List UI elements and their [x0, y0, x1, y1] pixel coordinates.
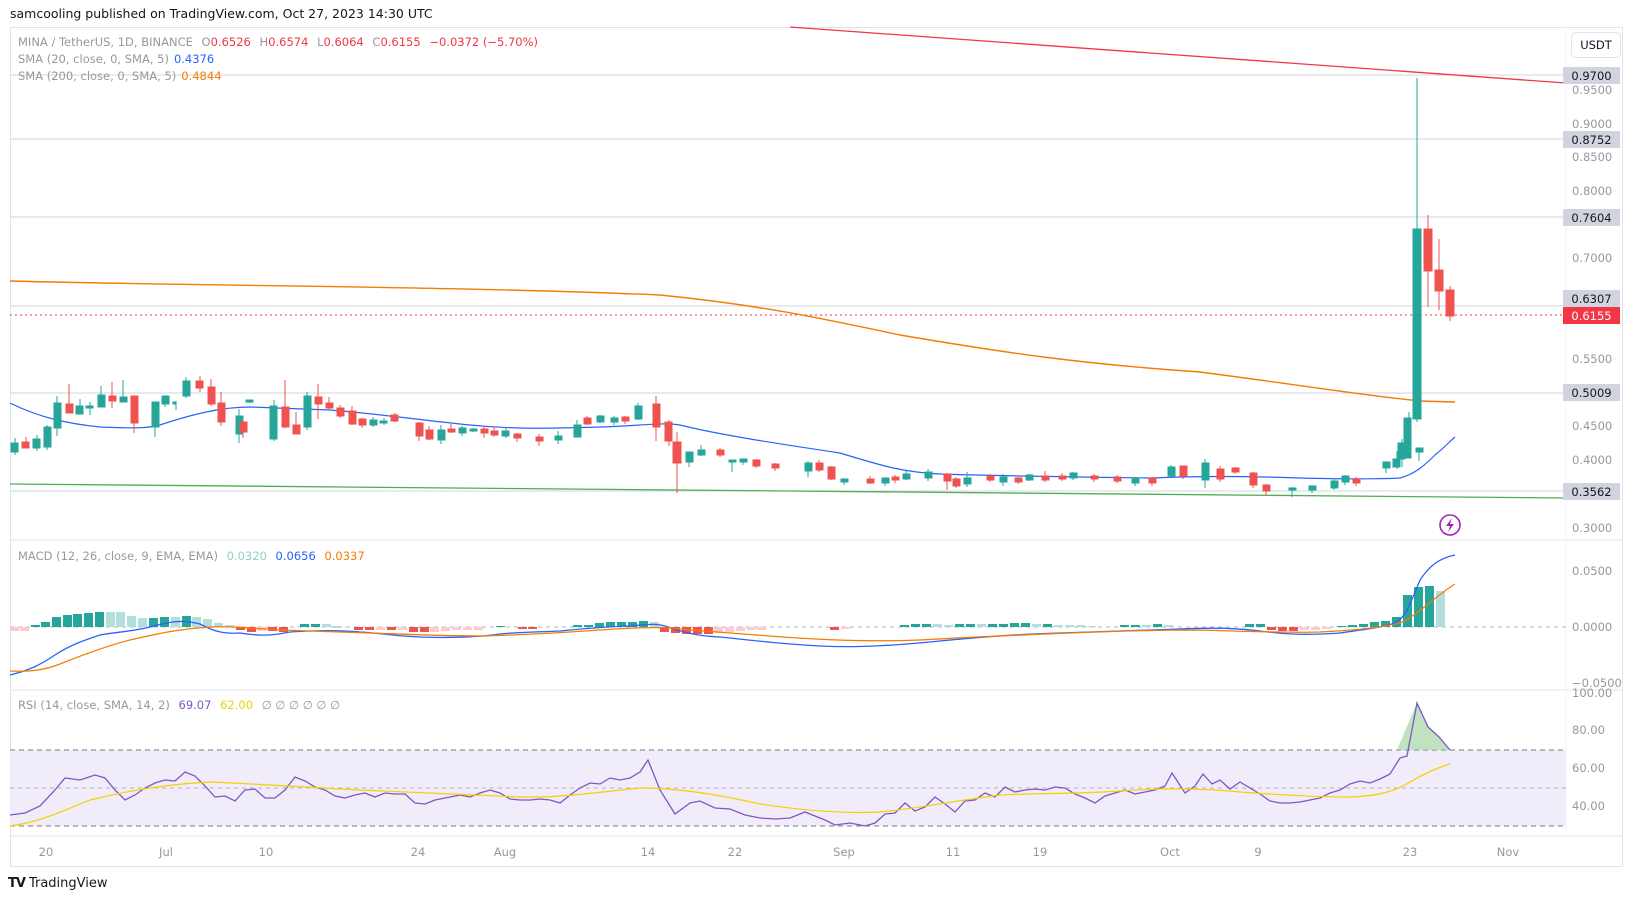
- macd-signal-value: 0.0337: [324, 549, 365, 563]
- level-tag: 0.7604: [1563, 209, 1620, 226]
- level-tag: 0.9700: [1563, 67, 1620, 84]
- close-value: 0.6155: [380, 35, 421, 49]
- time-label: Nov: [1496, 845, 1520, 859]
- rsi-line: [9, 700, 1451, 827]
- change-value: −0.0372 (−5.70%): [429, 35, 539, 49]
- sma200-line: [9, 280, 1456, 403]
- candles: [10, 78, 1455, 497]
- level-tag: 0.6307: [1563, 290, 1620, 307]
- macd-histogram: [10, 586, 1445, 634]
- tv-logo-icon: TV: [8, 876, 26, 891]
- time-label: 19: [1032, 845, 1048, 859]
- macd-line: [9, 554, 1456, 676]
- time-label: Sep: [833, 845, 855, 859]
- rsi-value: 69.07: [178, 698, 212, 712]
- rsi-legend[interactable]: RSI (14, close, SMA, 14, 2) 69.07 62.00 …: [18, 698, 341, 712]
- resistance-trendline: [789, 26, 1567, 84]
- sma200-legend[interactable]: SMA (200, close, 0, SMA, 5) 0.4844: [18, 69, 222, 83]
- time-label: 24: [410, 845, 426, 859]
- sma200-value: 0.4844: [181, 69, 222, 83]
- time-label: 22: [727, 845, 743, 859]
- tradingview-logo[interactable]: TV TradingView: [8, 876, 108, 891]
- main-legend: MINA / TetherUS, 1D, BINANCE O0.6526 H0.…: [18, 35, 539, 49]
- rsi-overbought-fill: [1397, 703, 1450, 750]
- time-label: 14: [640, 845, 656, 859]
- level-tag: 0.5009: [1563, 384, 1620, 401]
- level-tag: 0.8752: [1563, 131, 1620, 148]
- macd-legend[interactable]: MACD (12, 26, close, 9, EMA, EMA) 0.0320…: [18, 549, 365, 563]
- published-header: samcooling published on TradingView.com,…: [10, 6, 433, 21]
- macd-histogram-value: 0.0320: [226, 549, 267, 563]
- current-price-tag: 0.6155: [1563, 307, 1620, 324]
- time-label: 23: [1402, 845, 1418, 859]
- rsi-ma-line: [9, 763, 1451, 827]
- symbol-label[interactable]: MINA / TetherUS, 1D, BINANCE: [18, 35, 193, 49]
- currency-button[interactable]: USDT: [1571, 32, 1621, 58]
- high-value: 0.6574: [268, 35, 309, 49]
- time-label: 20: [38, 845, 54, 859]
- lightning-icon[interactable]: [1439, 514, 1461, 536]
- macd-signal-line: [9, 583, 1456, 672]
- sma20-value: 0.4376: [173, 52, 215, 66]
- low-value: 0.6064: [323, 35, 364, 49]
- rsi-ma-value: 62.00: [220, 698, 254, 712]
- time-label: 11: [945, 845, 961, 859]
- time-label: Aug: [493, 845, 517, 859]
- level-tag: 0.3562: [1563, 483, 1620, 500]
- sma20-legend[interactable]: SMA (20, close, 0, SMA, 5) 0.4376: [18, 52, 215, 66]
- time-label: 10: [258, 845, 274, 859]
- time-label: Jul: [159, 845, 173, 859]
- time-label: Oct: [1160, 845, 1180, 859]
- open-value: 0.6526: [210, 35, 251, 49]
- time-label: 9: [1254, 845, 1262, 859]
- macd-value: 0.0656: [275, 549, 316, 563]
- support-trendline: [9, 483, 1567, 499]
